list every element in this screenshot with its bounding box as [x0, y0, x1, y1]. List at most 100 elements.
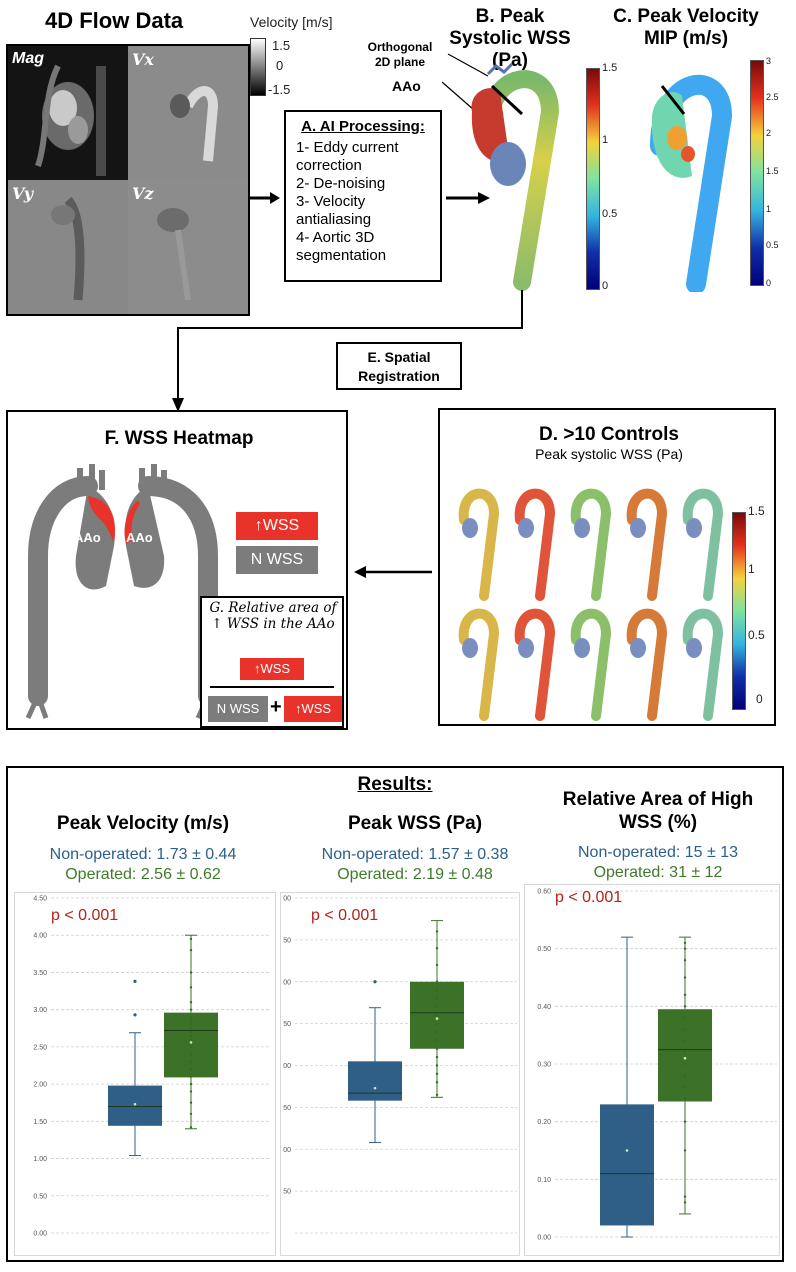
data-point: [435, 988, 439, 992]
y-tick-label: 50: [283, 1105, 291, 1112]
data-point: [683, 1149, 687, 1152]
mri-mag-image: [8, 46, 128, 180]
y-tick-label: 00: [283, 979, 291, 986]
ai-title: A. AI Processing:: [301, 118, 425, 135]
box-non-operated: [108, 1085, 162, 1126]
data-point: [189, 1027, 193, 1030]
results-operated: Operated: 2.19 ± 0.48: [337, 866, 493, 883]
y-tick-label: 00: [283, 1063, 291, 1070]
data-point: [683, 1016, 687, 1020]
results-operated: Operated: 31 ± 12: [593, 864, 723, 881]
y-tick-label: 3.50: [33, 970, 47, 977]
data-point: [683, 1085, 687, 1089]
results-box: Results: Peak Velocity (m/s) Non-operate…: [6, 766, 784, 1262]
normal-wss-legend: N WSS: [236, 546, 318, 574]
control-aorta: [458, 488, 500, 601]
data-point: [435, 1081, 439, 1084]
data-point: [189, 1090, 193, 1093]
wss-tick: 1.5: [602, 62, 618, 74]
boxplot-velocity: 0.00 0.50 1.00 1.50 2.00 2.50 3.00 3.50 4.00 4.50…: [14, 892, 276, 1256]
data-point: [683, 1005, 687, 1008]
control-aorta-root: [630, 638, 646, 658]
mri-vz-image: [128, 180, 248, 314]
vz-label: Vz: [132, 184, 154, 203]
y-tick-label: 00: [283, 1147, 291, 1154]
controls-subtitle: Peak systolic WSS (Pa): [535, 446, 683, 462]
data-point: [435, 1022, 439, 1025]
plane-label: Orthogonal 2D plane: [367, 40, 433, 69]
y-tick-label: 4.00: [33, 933, 47, 940]
mip-colorbar: [750, 60, 764, 286]
results-operated: Operated: 2.56 ± 0.62: [65, 866, 221, 883]
y-tick-label: 0.40: [537, 1004, 551, 1011]
mip-tick: 3: [766, 56, 772, 66]
mip-tick: 0: [766, 278, 772, 288]
data-point: [189, 1015, 193, 1019]
mri-panel: Mag Vx Vy Vz: [6, 44, 250, 316]
data-point: [435, 1030, 439, 1034]
mip-tick: 2.5: [766, 92, 779, 102]
velocity-scale-mid: 0: [276, 58, 284, 73]
data-point: [435, 1072, 439, 1076]
data-point: [189, 1001, 193, 1004]
data-point: [189, 1101, 193, 1104]
data-point: [435, 1005, 439, 1009]
mri-vy-image: [8, 180, 128, 314]
data-point: [435, 947, 439, 950]
results-panel-title: Peak Velocity (m/s): [56, 813, 230, 834]
data-point: [435, 980, 439, 983]
velocity-scale-label: Velocity [m/s]: [250, 14, 333, 30]
controls-tick: 0.5: [748, 628, 765, 642]
data-point: [683, 1195, 687, 1198]
data-point: [683, 976, 687, 979]
ai-step: 1- Eddy current correction: [296, 139, 399, 174]
control-aorta: [458, 608, 500, 721]
y-tick-label: 00: [283, 896, 291, 903]
mip-tick: 1.5: [766, 166, 779, 176]
outlier-point: [133, 1013, 137, 1017]
y-tick-label: 2.00: [33, 1082, 47, 1089]
registration-connector: [172, 290, 523, 412]
arrow-to-ai: [248, 192, 280, 204]
relative-area-text: G. Relative area of ↑ WSS in the AAo: [209, 600, 337, 632]
data-point: [189, 971, 193, 974]
vx-label: Vx: [132, 50, 154, 69]
y-tick-label: 3.00: [33, 1007, 47, 1014]
relative-area-box: G. Relative area of ↑ WSS in the AAo ↑WS…: [200, 596, 344, 728]
box-non-operated: [348, 1061, 402, 1101]
data-point: [683, 947, 687, 950]
y-tick-label: 0.60: [537, 889, 551, 896]
data-point: [435, 1047, 439, 1050]
mean-marker: [683, 1056, 687, 1060]
control-aorta: [570, 608, 612, 721]
control-aorta: [514, 608, 556, 721]
vx-anatomy: [170, 86, 219, 162]
mip-tick: 2: [766, 128, 772, 138]
data-point: [683, 1028, 687, 1031]
mag-label: Mag: [12, 50, 44, 67]
ai-processing-box: A. AI Processing: 1- Eddy current correc…: [284, 110, 442, 282]
vy-label: Vy: [12, 184, 34, 203]
pvalue-label: p < 0.001: [51, 907, 119, 924]
box-operated: [164, 1012, 218, 1078]
control-aorta: [682, 488, 724, 601]
aao-label: AAo: [392, 78, 421, 94]
results-non-operated: Non-operated: 1.57 ± 0.38: [321, 846, 509, 863]
box-non-operated: [600, 1104, 654, 1226]
controls-colorbar: [732, 512, 746, 710]
control-aorta: [626, 488, 668, 601]
data-point: [189, 1126, 193, 1129]
heatmap-title: F. WSS Heatmap: [104, 428, 254, 449]
boxplot-area: 0.00 0.10 0.20 0.30 0.40 0.50 0.60 p < 0.001: [524, 884, 780, 1256]
numerator-pill: ↑WSS: [240, 658, 304, 680]
pvalue-label: p < 0.001: [555, 889, 623, 906]
ai-step: 3- Velocity antialiasing: [296, 193, 372, 228]
control-aorta: [514, 488, 556, 601]
mean-marker: [435, 1017, 439, 1020]
heatmap-aao-left: AAo: [74, 530, 101, 545]
controls-tick: 0: [756, 692, 763, 706]
y-tick-label: 0.20: [537, 1119, 551, 1126]
data-point: [435, 1064, 439, 1067]
control-aorta-root: [462, 638, 478, 658]
mip-title: C. Peak Velocity MIP (m/s): [613, 6, 759, 49]
